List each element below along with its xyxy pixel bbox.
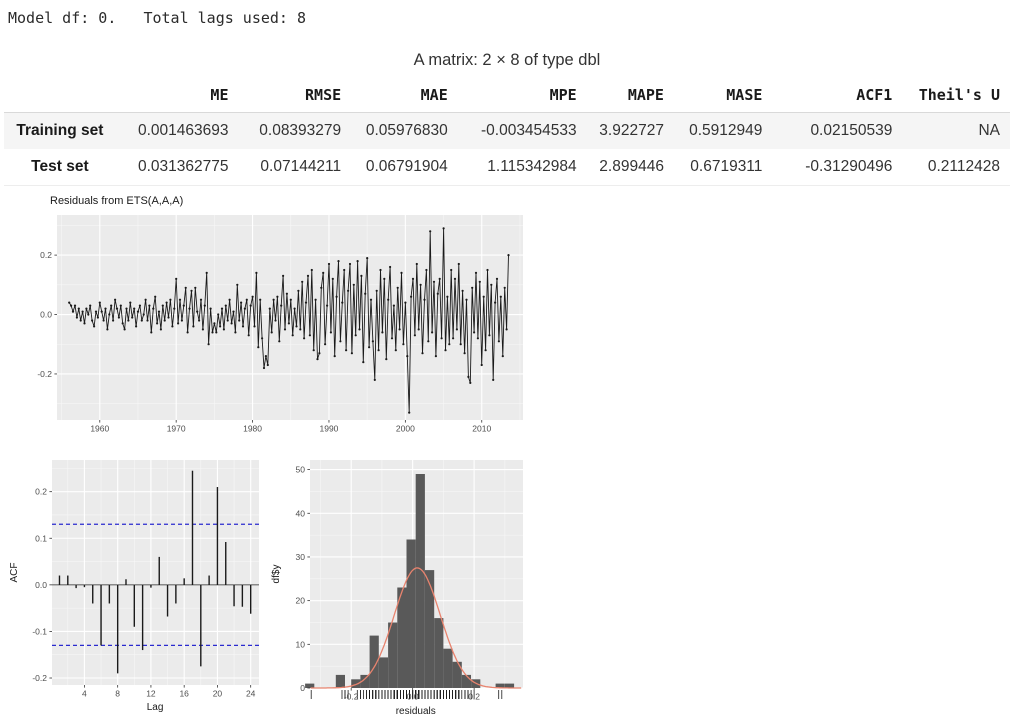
corner-cell (4, 80, 124, 113)
svg-text:2010: 2010 (472, 424, 491, 434)
svg-text:0.0: 0.0 (407, 692, 419, 702)
svg-text:0.2: 0.2 (468, 692, 480, 702)
svg-text:residuals: residuals (396, 706, 436, 717)
svg-text:ACF: ACF (9, 563, 20, 583)
svg-text:16: 16 (179, 689, 189, 699)
metric-cell: 0.5912949 (689, 122, 763, 139)
matrix-caption: A matrix: 2 × 8 of type dbl (413, 51, 601, 69)
svg-text:-0.2: -0.2 (344, 692, 359, 702)
row-label: Training set (16, 122, 104, 139)
col-header-rmse: RMSE (238, 80, 352, 113)
svg-text:Residuals from ETS(A,A,A): Residuals from ETS(A,A,A) (50, 195, 183, 207)
col-header-mpe: MPE (457, 80, 587, 113)
metric-cell: -0.003454533 (480, 122, 577, 139)
svg-text:12: 12 (146, 689, 156, 699)
svg-text:1980: 1980 (243, 424, 262, 434)
accuracy-table: ME RMSE MAE MPE MAPE MASE ACF1 Theil's U… (4, 80, 1010, 186)
svg-text:2000: 2000 (396, 424, 415, 434)
metric-cell: 2.899446 (586, 149, 674, 186)
svg-text:30: 30 (296, 552, 306, 562)
svg-text:24: 24 (246, 689, 256, 699)
residuals-timeseries-plot: Residuals from ETS(A,A,A) 1960 1970 1980 199… (28, 190, 528, 448)
svg-text:20: 20 (296, 596, 306, 606)
svg-text:0.2: 0.2 (40, 250, 52, 260)
col-header-mape: MAPE (586, 80, 674, 113)
residuals-histogram-plot: -0.2 0.0 0.2 0 10 20 30 40 50 residuals df$y (268, 452, 530, 722)
svg-text:-0.1: -0.1 (32, 626, 47, 636)
acf-bars (58, 470, 252, 674)
svg-text:0.2: 0.2 (35, 487, 47, 497)
col-header-mae: MAE (351, 80, 458, 113)
metric-cell: 3.922727 (599, 122, 664, 139)
svg-text:1990: 1990 (319, 424, 338, 434)
svg-text:0.0: 0.0 (40, 310, 52, 320)
rug-marks (310, 690, 503, 699)
acf-svg: 4 8 12 16 20 24 0.2 0.1 0.0 -0.1 -0.2 Lag ACF (9, 460, 259, 713)
table-row-training: Training set 0.001463693 0.08393279 0.05… (4, 112, 1010, 149)
metric-cell: NA (978, 122, 1000, 139)
metric-cell: 0.07144211 (238, 149, 352, 186)
svg-text:4: 4 (82, 689, 87, 699)
svg-text:1970: 1970 (167, 424, 186, 434)
histogram-svg: -0.2 0.0 0.2 0 10 20 30 40 50 residuals df$y (271, 460, 523, 717)
svg-text:0.0: 0.0 (35, 580, 47, 590)
metric-cell: 1.115342984 (457, 149, 587, 186)
svg-text:50: 50 (296, 465, 306, 475)
metric-cell: -0.31290496 (772, 149, 903, 186)
svg-text:8: 8 (115, 689, 120, 699)
col-header-theils-u: Theil's U (902, 80, 1010, 113)
metric-cell: 0.08393279 (259, 122, 342, 139)
table-header-row: ME RMSE MAE MPE MAPE MASE ACF1 Theil's U (4, 80, 1010, 113)
svg-text:10: 10 (296, 639, 306, 649)
metric-cell: 0.06791904 (351, 149, 458, 186)
residuals-timeseries-svg: Residuals from ETS(A,A,A) 1960 1970 1980 199… (37, 195, 523, 434)
metric-cell: 0.05976830 (365, 122, 448, 139)
col-header-me: ME (123, 80, 239, 113)
svg-text:Lag: Lag (147, 702, 164, 713)
col-header-acf1: ACF1 (772, 80, 903, 113)
metric-cell: 0.031362775 (123, 149, 239, 186)
table-row-test: Test set 0.031362775 0.07144211 0.067919… (4, 149, 1010, 186)
svg-text:0.1: 0.1 (35, 533, 47, 543)
residual-series (68, 227, 510, 414)
svg-text:1960: 1960 (90, 424, 109, 434)
model-df-text: Model df: 0. Total lags used: 8 (8, 9, 307, 27)
svg-text:-0.2: -0.2 (32, 673, 47, 683)
metric-cell: 0.2112428 (902, 149, 1010, 186)
svg-text:-0.2: -0.2 (37, 369, 52, 379)
svg-text:20: 20 (213, 689, 223, 699)
metric-cell: 0.6719311 (673, 149, 773, 186)
metric-cell: 0.02150539 (810, 122, 893, 139)
col-header-mase: MASE (673, 80, 773, 113)
svg-text:0: 0 (300, 683, 305, 693)
density-curve (310, 567, 522, 689)
row-label: Test set (4, 149, 124, 186)
svg-text:df$y: df$y (271, 565, 282, 584)
metric-cell: 0.001463693 (137, 122, 229, 139)
acf-plot: 4 8 12 16 20 24 0.2 0.1 0.0 -0.1 -0.2 Lag ACF (6, 452, 264, 722)
svg-text:40: 40 (296, 508, 306, 518)
